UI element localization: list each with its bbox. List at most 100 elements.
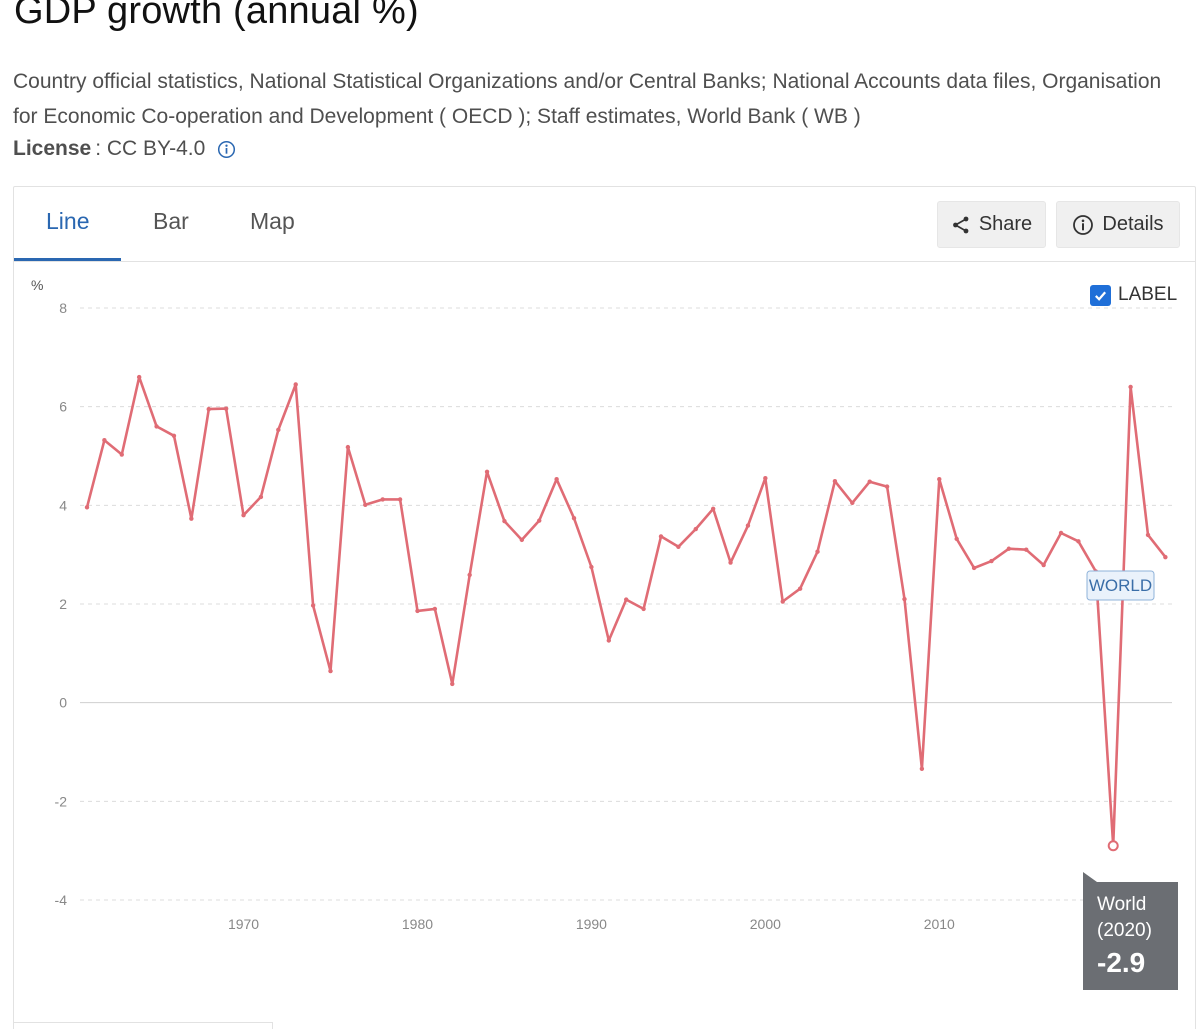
data-point [537, 518, 542, 523]
page-title: GDP growth (annual %) [14, 0, 419, 32]
x-tick-label: 1970 [228, 916, 259, 932]
x-tick-label: 1980 [402, 916, 433, 932]
data-point [102, 438, 107, 443]
license-value: : CC BY-4.0 [95, 137, 206, 160]
data-point [589, 564, 594, 570]
data-point [258, 494, 264, 500]
data-point [641, 606, 646, 612]
tooltip-value: -2.9 [1097, 947, 1145, 978]
y-tick-label: 8 [59, 300, 67, 316]
data-point [154, 424, 159, 429]
data-point [189, 516, 194, 521]
tab-bar: Line Bar Map Share Details [14, 187, 1195, 262]
series-line-world [85, 375, 1167, 848]
data-point [415, 608, 420, 614]
details-button[interactable]: Details [1056, 201, 1180, 248]
data-point [971, 565, 977, 571]
share-icon [952, 216, 969, 233]
data-point [919, 766, 925, 771]
highlighted-data-point [1107, 840, 1119, 852]
data-point [989, 558, 994, 564]
tooltip-box [1083, 872, 1178, 990]
data-point [571, 515, 577, 521]
data-point [380, 497, 385, 502]
data-point [1128, 384, 1133, 390]
data-point [797, 586, 803, 591]
data-point [241, 513, 246, 518]
data-point [1041, 562, 1046, 568]
data-point [693, 526, 698, 532]
checkmark-icon [1095, 290, 1107, 301]
series-label-box [1086, 570, 1155, 601]
data-point [310, 603, 316, 608]
source-citation: Country official statistics, National St… [13, 70, 1162, 128]
data-point [954, 536, 959, 542]
data-point [345, 444, 351, 450]
y-axis-unit-label: % [31, 277, 43, 293]
data-point [728, 560, 733, 565]
y-tick-label: 0 [59, 695, 67, 711]
info-circle-icon [1073, 214, 1094, 235]
data-point [884, 484, 890, 489]
data-point [780, 599, 785, 604]
data-point [397, 497, 403, 502]
data-point [902, 596, 907, 602]
y-tick-label: -4 [55, 892, 68, 908]
data-point [293, 382, 298, 387]
tab-line[interactable]: Line [46, 208, 90, 234]
share-label: Share [978, 213, 1033, 235]
data-point [450, 681, 455, 687]
label-toggle-text: LABEL [1118, 284, 1178, 305]
label-toggle[interactable]: LABEL [1090, 284, 1177, 306]
data-point [276, 427, 281, 433]
data-point [658, 534, 664, 539]
series-end-label: WORLD [1089, 576, 1152, 595]
data-point [623, 597, 629, 602]
data-point [745, 523, 751, 528]
data-point [867, 479, 872, 484]
chart-card: Line Bar Map Share Details LABEL [13, 186, 1196, 1029]
label-checkbox[interactable] [1090, 284, 1111, 306]
data-point [328, 668, 333, 674]
data-point [763, 476, 768, 481]
data-point [484, 469, 490, 474]
data-point [832, 478, 838, 484]
data-point [1145, 532, 1151, 538]
data-point [119, 452, 124, 457]
tab-map[interactable]: Map [250, 208, 295, 234]
data-point [937, 476, 942, 482]
license-label: License [13, 137, 92, 160]
data-point [84, 505, 90, 510]
data-point [467, 572, 472, 578]
details-label: Details [1102, 213, 1164, 235]
y-tick-label: -2 [55, 793, 68, 809]
data-point [1076, 539, 1081, 544]
bottom-divider-tick [272, 1022, 273, 1029]
data-point [519, 537, 525, 543]
active-tab-indicator [14, 258, 121, 261]
data-point [206, 406, 211, 412]
data-point [554, 476, 559, 482]
tooltip-year: (2020) [1097, 920, 1152, 941]
y-tick-label: 2 [59, 596, 67, 612]
data-point [1163, 554, 1168, 560]
y-tick-label: 4 [59, 497, 67, 513]
data-point [1006, 546, 1012, 551]
bottom-divider [13, 1022, 273, 1023]
data-point [432, 606, 438, 612]
license: License : CC BY-4.0 [13, 137, 236, 161]
data-point [171, 433, 177, 438]
data-point [815, 549, 820, 554]
data-point [710, 506, 716, 511]
tab-bar-chart[interactable]: Bar [153, 208, 189, 234]
data-point [136, 374, 142, 380]
data-point [363, 502, 368, 508]
data-point [1058, 530, 1064, 536]
data-point [1024, 547, 1029, 552]
x-tick-label: 2010 [924, 916, 955, 932]
share-button[interactable]: Share [937, 201, 1046, 248]
data-point [223, 406, 229, 411]
info-icon[interactable] [217, 140, 236, 159]
x-tick-label: 1990 [576, 916, 607, 932]
